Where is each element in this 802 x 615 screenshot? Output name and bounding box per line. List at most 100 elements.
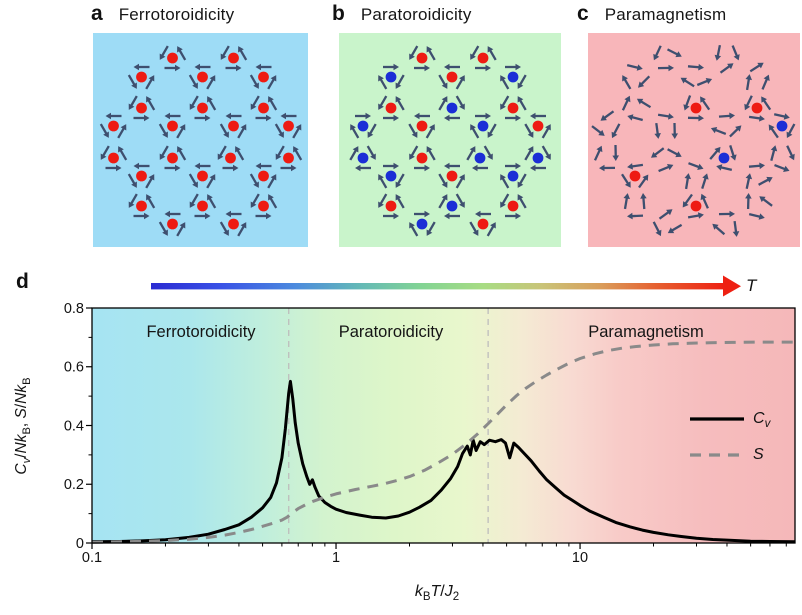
region-label-paramagnetism: Paramagnetism bbox=[588, 323, 704, 341]
toroidal-moment-dot-blue bbox=[416, 218, 428, 230]
vortex-motif bbox=[470, 45, 497, 72]
toroidal-moment-dot-red bbox=[416, 120, 428, 132]
entropy-curve bbox=[91, 340, 795, 544]
toroidal-moment-dot-red bbox=[532, 120, 544, 132]
vortex-motif bbox=[593, 144, 619, 172]
vortex-motif bbox=[500, 193, 527, 220]
vortex-motif bbox=[653, 45, 682, 72]
vortex-motif bbox=[683, 95, 711, 122]
data-curves bbox=[91, 340, 796, 544]
panel-a-title: Ferrotoroidicity bbox=[118, 5, 235, 24]
vortex-motif bbox=[621, 95, 652, 122]
region-label-paratoroidicity: Paratoroidicity bbox=[339, 323, 444, 341]
vortex-motif bbox=[219, 112, 247, 139]
vortex-motif bbox=[350, 112, 377, 139]
vortex-motif bbox=[127, 63, 155, 90]
vortex-motif bbox=[159, 145, 187, 172]
vortex-motif bbox=[188, 162, 216, 189]
toroidal-moment-dot-red bbox=[136, 200, 147, 212]
vortex-motif bbox=[378, 63, 405, 90]
vortex-motif bbox=[714, 44, 740, 74]
vortex-motif bbox=[470, 112, 497, 139]
vortex-motif bbox=[378, 162, 405, 189]
axis-ticks bbox=[86, 307, 787, 549]
temperature-arrow-head bbox=[723, 275, 741, 297]
vortex-motif bbox=[652, 209, 683, 237]
vortex-motif bbox=[591, 110, 621, 139]
toroidal-moment-dot-blue bbox=[446, 200, 458, 212]
x-tick-0.1: 0.1 bbox=[82, 550, 102, 566]
vortex-motif bbox=[189, 95, 217, 122]
vortex-motif bbox=[768, 113, 796, 139]
y-tick-0.2: 0.2 bbox=[64, 477, 84, 493]
panel-c-title: Paramagnetism bbox=[604, 5, 727, 24]
toroidal-moment-dot-red bbox=[416, 152, 428, 164]
vortex-motif bbox=[250, 193, 278, 220]
toroidal-moment-dot-blue bbox=[357, 120, 369, 132]
legend-label-s: S bbox=[753, 446, 764, 463]
toroidal-moment-dot-red bbox=[690, 200, 702, 212]
vortex-motif bbox=[378, 193, 405, 220]
paramagnetism-lattice-panel bbox=[588, 33, 800, 247]
vortex-motif bbox=[159, 45, 187, 72]
toroidal-moment-dot-red bbox=[258, 170, 269, 182]
vortex-motif bbox=[680, 63, 713, 88]
toroidal-moment-dot-red bbox=[477, 218, 489, 230]
toroidal-moment-dot-red bbox=[228, 52, 239, 64]
toroidal-moment-dot-red bbox=[507, 102, 519, 114]
vortex-motif bbox=[275, 145, 303, 172]
panel-b-header: b Paratoroidicity bbox=[332, 2, 472, 26]
vortex-motif bbox=[188, 63, 216, 90]
toroidal-moment-dot-blue bbox=[718, 152, 730, 164]
vortex-motif bbox=[189, 193, 217, 220]
toroidal-moment-dot-blue bbox=[776, 120, 788, 132]
toroidal-moment-dot-red bbox=[385, 102, 397, 114]
vortex-motif bbox=[438, 63, 465, 90]
vortex-motif bbox=[128, 95, 156, 122]
vortex-motif bbox=[438, 162, 465, 189]
vortex-motif bbox=[158, 210, 186, 237]
panel-c-letter: c bbox=[577, 2, 589, 25]
toroidal-moment-dot-red bbox=[197, 200, 208, 212]
vortex-motif bbox=[220, 45, 248, 72]
vortex-motif bbox=[621, 163, 649, 189]
toroidal-moment-dot-red bbox=[136, 170, 147, 182]
toroidal-moment-dot-blue bbox=[477, 120, 489, 132]
toroidal-moment-dot-red bbox=[167, 218, 178, 230]
toroidal-moment-dot-red bbox=[446, 170, 458, 182]
vortex-motif bbox=[378, 95, 405, 122]
toroidal-moment-dot-red bbox=[108, 152, 119, 164]
vortex-motif bbox=[709, 145, 737, 172]
vortex-motif bbox=[274, 112, 302, 139]
toroidal-moment-dot-red bbox=[751, 102, 763, 114]
vortex-motif bbox=[524, 112, 551, 139]
vortex-motif bbox=[409, 210, 436, 237]
toroidal-moment-dot-red bbox=[690, 102, 702, 114]
toroidal-moment-dot-red bbox=[197, 170, 208, 182]
toroidal-moment-dot-red bbox=[258, 71, 269, 83]
vortex-motif bbox=[623, 193, 647, 220]
panel-b-letter: b bbox=[332, 2, 345, 25]
vortex-motif bbox=[349, 145, 376, 172]
temperature-gradient-bar bbox=[151, 283, 725, 290]
toroidal-moment-dot-red bbox=[258, 200, 269, 212]
vortex-motif bbox=[438, 95, 465, 122]
vortex-motif bbox=[524, 145, 551, 172]
y-tick-0.6: 0.6 bbox=[64, 360, 84, 376]
toroidal-moment-dot-blue bbox=[474, 152, 486, 164]
toroidal-moment-dot-red bbox=[167, 120, 178, 132]
vortex-motif bbox=[651, 147, 682, 173]
panel-d-letter: d bbox=[16, 270, 29, 293]
toroidal-moment-dot-red bbox=[197, 71, 208, 83]
vortex-motif bbox=[469, 210, 496, 237]
toroidal-moment-dot-red bbox=[228, 218, 239, 230]
vortex-motif bbox=[219, 210, 247, 237]
vortex-motif bbox=[100, 145, 128, 172]
toroidal-moment-dot-red bbox=[629, 170, 641, 182]
toroidal-moment-dot-blue bbox=[507, 71, 519, 83]
cv-curve bbox=[91, 379, 796, 544]
vortex-motif bbox=[249, 63, 277, 90]
toroidal-moment-dot-red bbox=[446, 71, 458, 83]
vortex-motif bbox=[217, 145, 245, 172]
ferrotoroidicity-lattice-panel bbox=[93, 33, 308, 247]
